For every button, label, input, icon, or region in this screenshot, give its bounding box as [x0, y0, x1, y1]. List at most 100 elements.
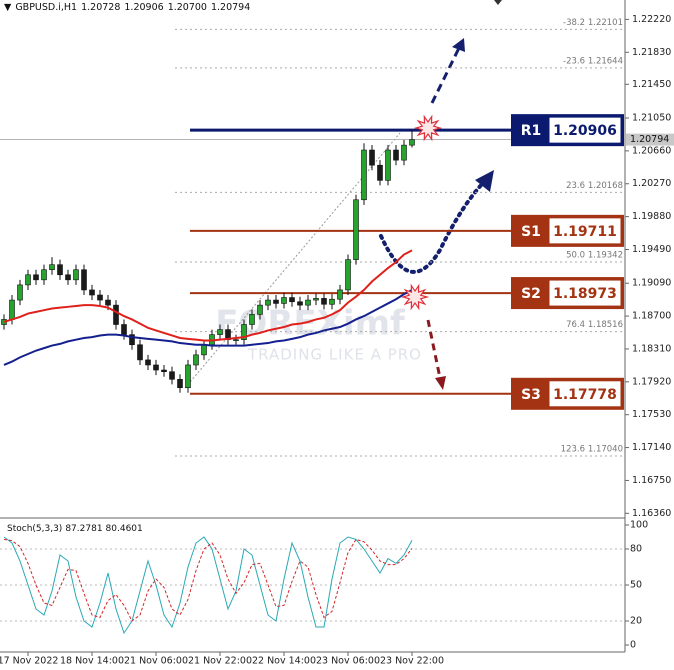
- x-tick-label: 18 Nov 14:00: [60, 656, 124, 667]
- symbol: GBPUSD.i,H1: [15, 2, 78, 13]
- candle-body: [129, 334, 135, 346]
- candle-body: [145, 359, 151, 366]
- level-value: 1.18973: [553, 286, 617, 302]
- candle-body: [33, 274, 39, 281]
- series-line: [3, 538, 413, 622]
- candle-body: [9, 299, 15, 320]
- candle-body: [217, 329, 223, 335]
- arrow-up: [430, 45, 462, 104]
- candle-body: [241, 324, 247, 340]
- level-value: 1.17778: [553, 387, 617, 403]
- y-tick-label: 1.17920: [632, 376, 671, 387]
- x-tick-label: 23 Nov 06:00: [316, 656, 380, 667]
- candle-body: [193, 354, 199, 366]
- ohlc: 1.20794: [210, 2, 251, 13]
- fib-ratio: -23.6: [563, 56, 585, 66]
- fib-ratio: 50.0: [566, 250, 585, 260]
- arrowhead: [452, 38, 465, 52]
- candle-body: [353, 199, 359, 260]
- y-tick-label: 1.21050: [632, 113, 671, 124]
- fib-ratio: -38.2: [563, 18, 585, 28]
- level-value-box: [548, 116, 622, 144]
- candle-body: [337, 289, 343, 300]
- candle-body: [25, 274, 31, 286]
- fib-price: 1.21644: [588, 56, 623, 66]
- candle-body: [385, 149, 391, 181]
- y-tick-label: 1.16750: [632, 475, 671, 486]
- level-name: S3: [521, 387, 541, 403]
- fib-ratio: 23.6: [566, 181, 585, 191]
- candle-body: [81, 269, 87, 291]
- ohlc: 1.20700: [167, 2, 207, 13]
- y-tick-label: 1.21450: [632, 79, 671, 90]
- candle-body: [321, 298, 327, 305]
- candle-body: [201, 344, 207, 356]
- candle-body: [153, 364, 159, 371]
- y-tick-label: 1.18310: [632, 343, 671, 354]
- burst-icon: [413, 114, 443, 142]
- candle-body: [113, 304, 119, 325]
- candle-body: [377, 164, 383, 181]
- y-tick-label: 80: [630, 544, 642, 555]
- candle-body: [393, 149, 399, 161]
- indicator-text: Stoch(5,3,3): [7, 524, 62, 534]
- watermark-tagline: TRADING LIKE A PRO: [247, 346, 422, 364]
- indicator-text: 80.4601: [106, 524, 143, 534]
- x-tick-label: 23 Nov 22:00: [380, 656, 444, 667]
- candle-body: [369, 149, 375, 166]
- y-tick-label: 1.17140: [632, 442, 671, 453]
- fib-price: 1.19342: [588, 250, 623, 260]
- candle-body: [361, 149, 367, 201]
- candle-body: [57, 264, 63, 276]
- ohlc: 1.20906: [124, 2, 164, 13]
- arrow-curve: [379, 180, 486, 274]
- candle-body: [249, 314, 255, 325]
- candle-body: [49, 264, 55, 271]
- candle-body: [273, 299, 279, 304]
- arrow-down: [426, 319, 442, 379]
- y-tick-label: 1.19880: [632, 211, 671, 222]
- candle-body: [89, 289, 95, 296]
- candle-body: [17, 284, 23, 301]
- level-value: 1.19711: [553, 224, 617, 240]
- x-tick-label: 22 Nov 14:00: [252, 656, 316, 667]
- arrowhead: [475, 170, 494, 192]
- candle-body: [257, 304, 263, 315]
- candle-body: [297, 301, 303, 306]
- level-value-box: [548, 380, 622, 408]
- fib-ratio: 123.6: [561, 444, 585, 454]
- series-line: [3, 289, 413, 366]
- ohlc: 1.20728: [81, 2, 121, 13]
- candle-body: [137, 344, 143, 361]
- current-price-label: 1.20794: [630, 134, 669, 145]
- candle-body: [401, 144, 407, 161]
- level-value-box: [548, 279, 622, 307]
- x-tick-label: 17 Nov 2022: [0, 656, 58, 667]
- indicator-title: Stoch(5,3,3) 87.2781 80.4601: [7, 524, 143, 534]
- level-value-box: [548, 217, 622, 245]
- series-line: [3, 536, 413, 635]
- y-tick-label: 1.20270: [632, 178, 671, 189]
- burst-icon: [400, 283, 430, 311]
- candle-body: [177, 378, 183, 389]
- current-price-box: [626, 133, 674, 146]
- level-name: R1: [521, 123, 542, 139]
- candle-body: [313, 298, 319, 301]
- candle-body: [281, 297, 287, 304]
- x-tick-label: 21 Nov 22:00: [188, 656, 252, 667]
- candle-body: [185, 364, 191, 389]
- candle-body: [41, 269, 47, 281]
- level-name: S2: [521, 286, 541, 302]
- corner-marker: [494, 0, 502, 5]
- candle-body: [105, 299, 111, 306]
- candle-body: [329, 298, 335, 305]
- x-tick-label: 21 Nov 06:00: [124, 656, 188, 667]
- series-line: [3, 249, 413, 342]
- level-value: 1.20906: [553, 123, 617, 139]
- y-tick-label: 1.20660: [632, 145, 671, 156]
- candle-body: [65, 274, 71, 281]
- y-tick-label: 0: [630, 640, 636, 651]
- fib-ratio: 76.4: [566, 320, 585, 330]
